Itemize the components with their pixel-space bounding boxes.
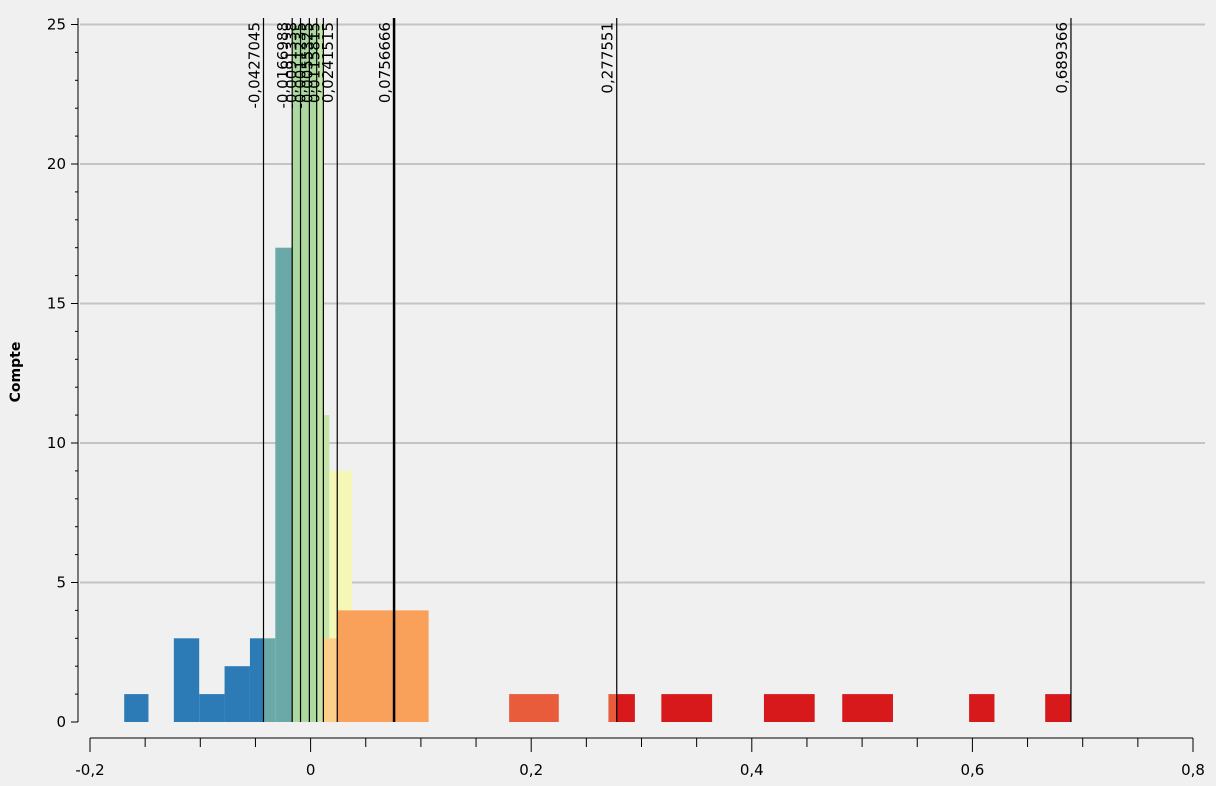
- histogram-bar: [608, 694, 616, 722]
- x-tick-label: 0,8: [1181, 761, 1205, 779]
- class-break-label: 0,0756666: [376, 22, 394, 103]
- histogram-bar: [174, 638, 199, 722]
- histogram-bar: [275, 248, 292, 722]
- histogram-bar: [292, 25, 300, 723]
- histogram-bar: [322, 638, 337, 722]
- y-axis-label: Compte: [8, 342, 24, 403]
- histogram-bar: [842, 694, 893, 722]
- histogram-bar: [225, 666, 250, 722]
- histogram-bar: [764, 694, 815, 722]
- histogram-bar: [969, 694, 994, 722]
- histogram-bar: [311, 25, 317, 723]
- x-tick-label: 0,2: [519, 761, 543, 779]
- histogram-bar: [617, 694, 635, 722]
- x-tick-label: 0: [306, 761, 316, 779]
- class-break-label: 0,0241515: [319, 22, 337, 103]
- class-break-label: -0,0427045: [245, 22, 263, 109]
- y-tick-label: 5: [56, 574, 66, 592]
- histogram-bar: [1045, 694, 1071, 722]
- x-tick-label: 0,6: [960, 761, 984, 779]
- histogram-bar: [250, 638, 264, 722]
- histogram-bar: [264, 638, 276, 722]
- y-tick-label: 10: [47, 434, 66, 452]
- histogram-bar: [509, 694, 559, 722]
- histogram-bar: [661, 694, 712, 722]
- histogram-bar: [199, 694, 224, 722]
- class-break-label: 0,277551: [599, 22, 617, 94]
- y-tick-label: 15: [47, 295, 66, 313]
- histogram-bar: [394, 610, 429, 722]
- y-tick-label: 25: [47, 16, 66, 34]
- y-tick-label: 0: [56, 713, 66, 731]
- histogram-bar: [124, 694, 148, 722]
- histogram-bar: [337, 610, 394, 722]
- class-break-label: 0,689366: [1053, 22, 1071, 94]
- y-tick-label: 20: [47, 155, 66, 173]
- x-tick-label: -0,2: [75, 761, 104, 779]
- x-tick-label: 0,4: [740, 761, 764, 779]
- histogram-bar: [317, 25, 324, 723]
